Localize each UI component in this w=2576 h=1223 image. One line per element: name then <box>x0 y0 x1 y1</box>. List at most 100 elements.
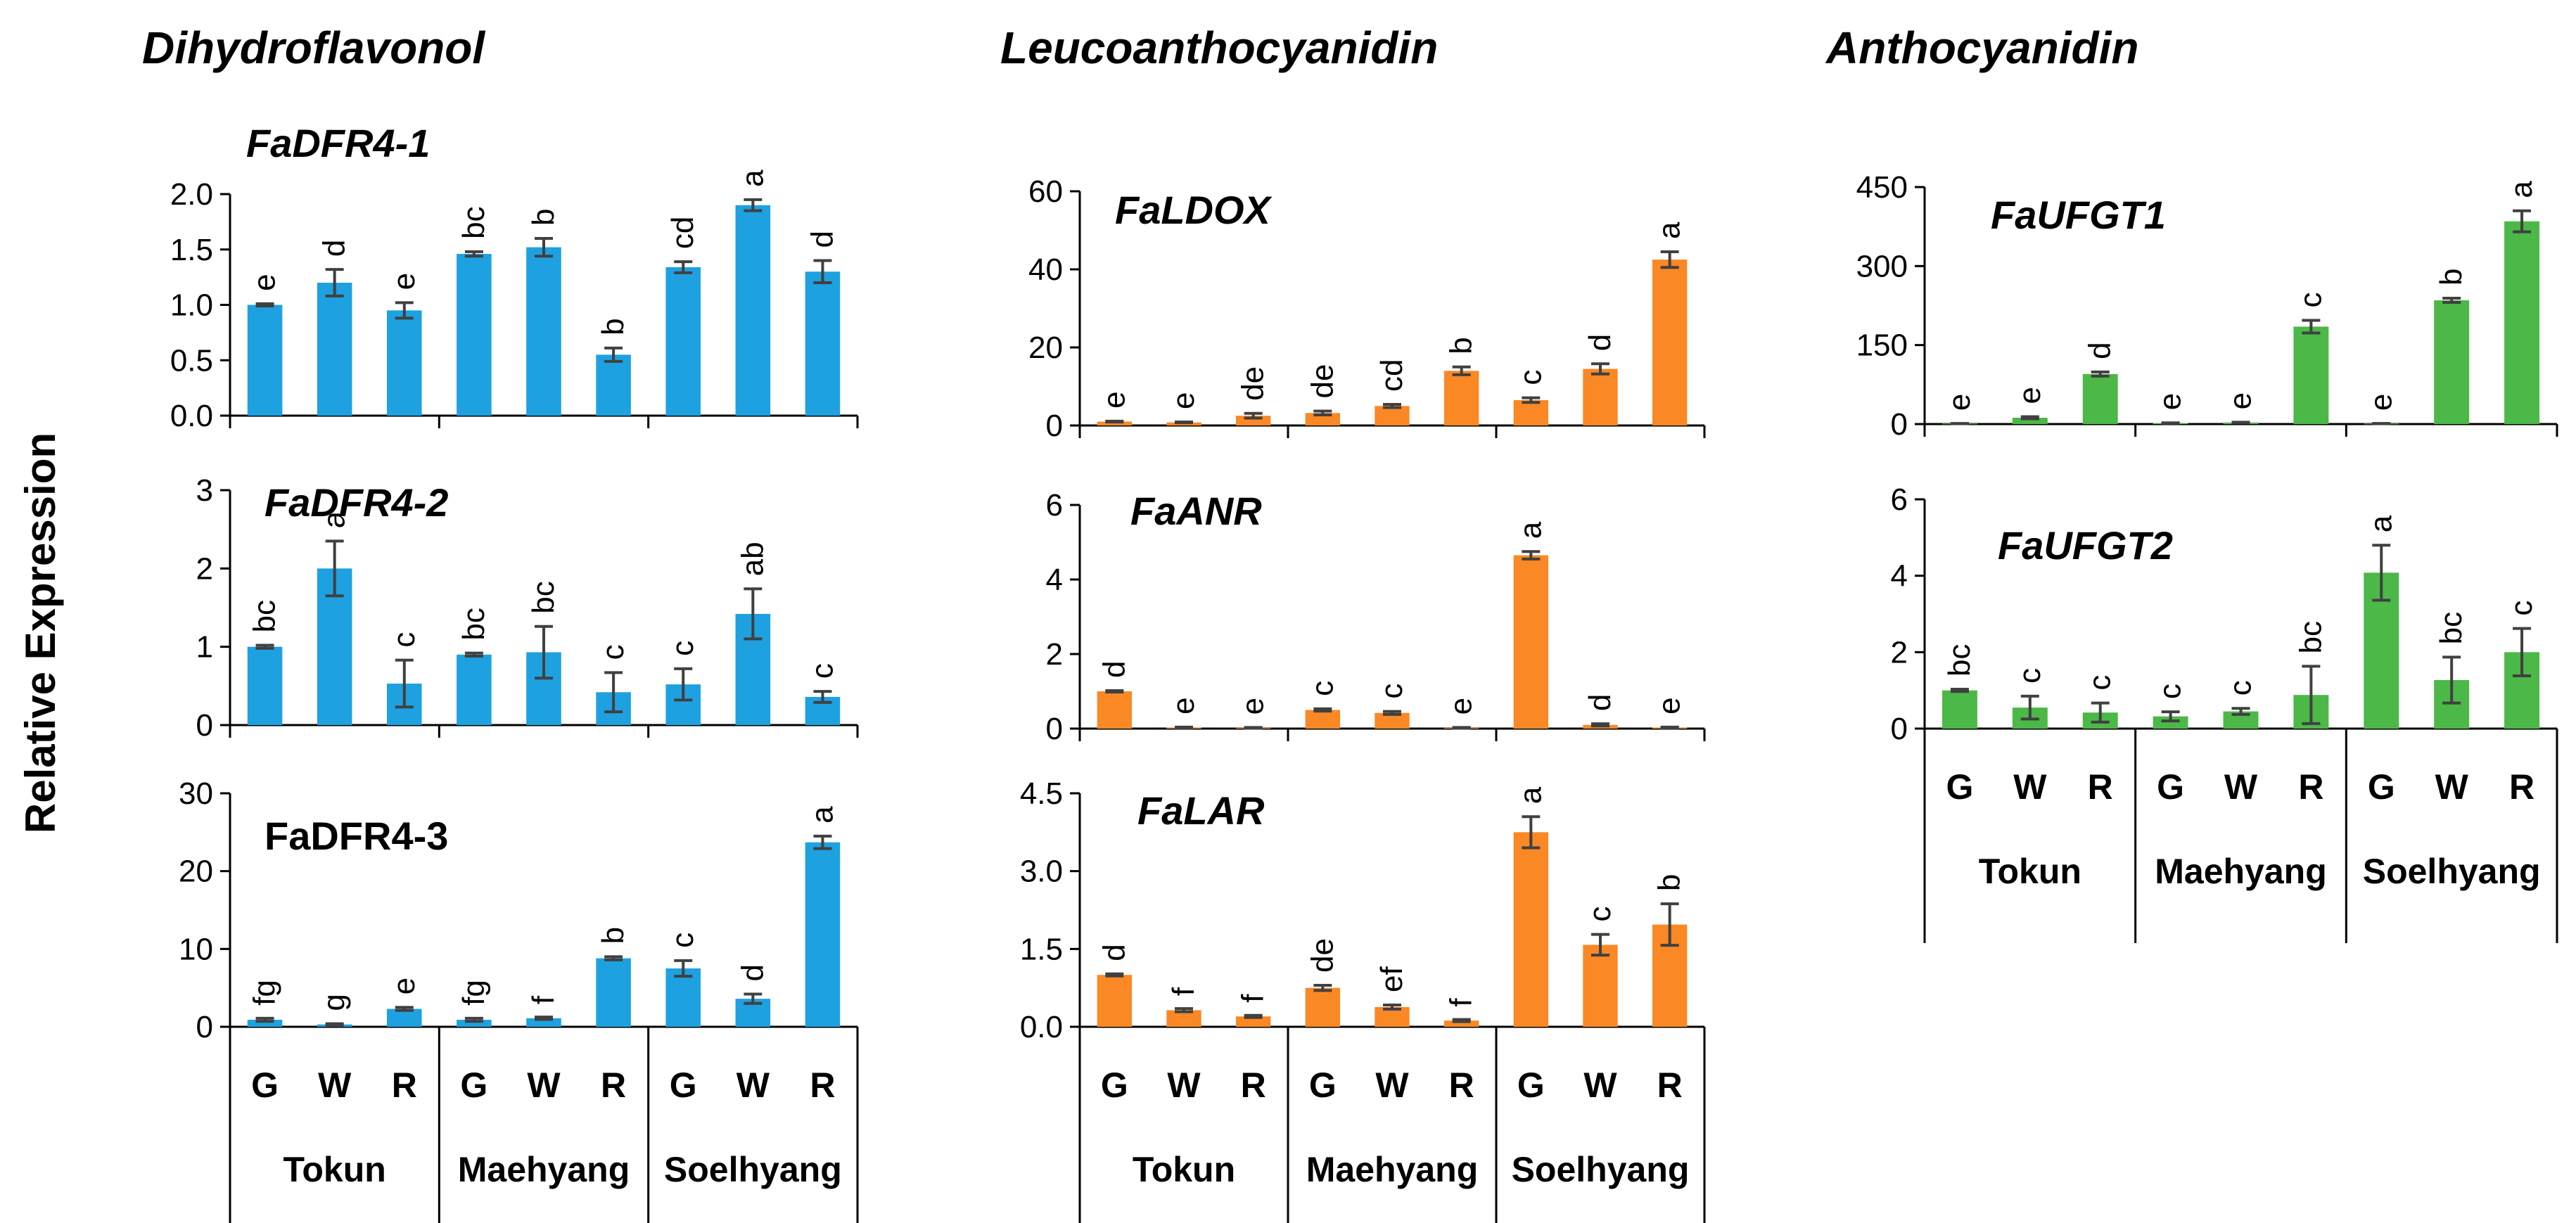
y-tick-label: 150 <box>1856 328 1908 363</box>
y-tick-label: 6 <box>1046 488 1063 523</box>
y-tick-label: 6 <box>1891 482 1908 517</box>
bar <box>1444 371 1479 425</box>
bar <box>387 1009 422 1027</box>
chart-panel-faanr: 0 2 4 6 FaANR d e e c c e a d e <box>1046 488 1706 746</box>
chart-title: FaLAR <box>1137 788 1265 833</box>
significance-label: a <box>317 511 352 528</box>
significance-label: cd <box>1375 359 1409 392</box>
bar <box>735 205 771 416</box>
x-category-label: G <box>1946 767 1973 807</box>
bar <box>665 267 701 416</box>
significance-label: c <box>1583 907 1617 922</box>
significance-label: a <box>2504 181 2539 198</box>
significance-label: e <box>2013 387 2047 404</box>
x-category-label: R <box>2509 767 2534 807</box>
significance-label: e <box>1166 392 1201 409</box>
y-tick-label: 4 <box>1046 563 1063 597</box>
significance-label: d <box>735 964 770 981</box>
y-tick-label: 20 <box>179 854 213 889</box>
bar <box>1305 710 1340 729</box>
significance-label: f <box>1236 994 1270 1003</box>
bar <box>1166 1010 1201 1027</box>
significance-label: b <box>2434 269 2468 286</box>
significance-label: c <box>2083 675 2117 691</box>
x-category-label: R <box>1449 1065 1474 1105</box>
y-tick-label: 10 <box>179 932 213 966</box>
y-tick-label: 2 <box>1891 635 1908 670</box>
y-tick-label: 40 <box>1028 252 1063 287</box>
significance-label: c <box>805 663 839 679</box>
x-category-label: G <box>2157 767 2184 807</box>
chart-title: FaDFR4-1 <box>246 121 430 165</box>
significance-label: c <box>2013 668 2047 684</box>
chart-panel-fadfr4-2: 0 1 2 3 FaDFR4-2 bc a c bc bc c c ab c <box>196 473 859 743</box>
significance-label: de <box>1236 366 1270 401</box>
bar <box>2153 716 2188 729</box>
bar <box>1513 832 1548 1027</box>
significance-label: b <box>596 318 630 335</box>
y-tick-label: 4 <box>1891 559 1908 594</box>
significance-label: a <box>1652 222 1687 239</box>
x-group-label: Maehyang <box>2155 852 2327 891</box>
significance-label: a <box>735 169 770 187</box>
significance-label: a <box>1513 521 1548 539</box>
y-tick-label: 0 <box>1891 407 1908 442</box>
significance-label: e <box>1444 698 1479 715</box>
significance-label: c <box>1375 684 1409 699</box>
x-category-label: G <box>460 1065 487 1105</box>
significance-label: bc <box>248 600 282 632</box>
x-category-label: W <box>318 1065 352 1105</box>
x-category-label: G <box>670 1065 697 1105</box>
bar <box>247 646 283 725</box>
y-tick-label: 2 <box>196 551 213 586</box>
significance-label: bc <box>2293 621 2328 653</box>
bar <box>247 305 283 416</box>
significance-label: cd <box>665 217 700 249</box>
bar <box>596 354 631 416</box>
significance-label: d <box>1097 660 1131 677</box>
bar <box>317 283 352 416</box>
bar <box>596 958 631 1027</box>
bar <box>526 247 561 416</box>
chart-title: FaDFR4-2 <box>264 480 448 525</box>
significance-label: e <box>387 978 421 994</box>
x-group-label: Maehyang <box>458 1150 630 1189</box>
significance-label: e <box>1942 394 1977 411</box>
x-category-label: G <box>1101 1065 1128 1105</box>
x-group-label: Soelhyang <box>1512 1150 1690 1189</box>
x-category-label: G <box>251 1065 279 1105</box>
y-tick-label: 3 <box>196 473 213 508</box>
x-category-label: R <box>810 1065 835 1105</box>
y-axis-label: Relative Expression <box>17 433 64 833</box>
y-tick-label: 0 <box>1046 409 1063 443</box>
bar <box>2434 300 2470 424</box>
significance-label: ef <box>1375 966 1409 992</box>
significance-label: f <box>1166 987 1201 996</box>
significance-label: d <box>1583 334 1617 351</box>
significance-label: bc <box>526 581 561 613</box>
y-tick-label: 1 <box>196 630 213 665</box>
y-tick-label: 0 <box>1046 712 1063 746</box>
significance-label: d <box>1583 694 1617 711</box>
bar <box>1097 421 1132 425</box>
significance-label: c <box>665 933 700 948</box>
significance-label: fg <box>248 980 282 1006</box>
x-group-label: Tokun <box>1979 852 2081 891</box>
significance-label: f <box>1444 998 1479 1007</box>
x-category-label: W <box>1375 1065 1409 1105</box>
bar <box>2082 373 2118 424</box>
significance-label: c <box>2153 684 2188 699</box>
significance-label: d <box>1097 944 1131 961</box>
bar <box>1583 945 1618 1027</box>
significance-label: d <box>317 240 352 257</box>
bar <box>2012 418 2048 424</box>
chart-title: FaLDOX <box>1115 188 1273 232</box>
significance-label: g <box>317 994 352 1011</box>
significance-label: bc <box>457 608 491 640</box>
y-tick-label: 450 <box>1856 170 1908 205</box>
bar <box>1583 369 1618 425</box>
x-group-label: Soelhyang <box>664 1150 842 1189</box>
bar <box>1941 690 1977 729</box>
